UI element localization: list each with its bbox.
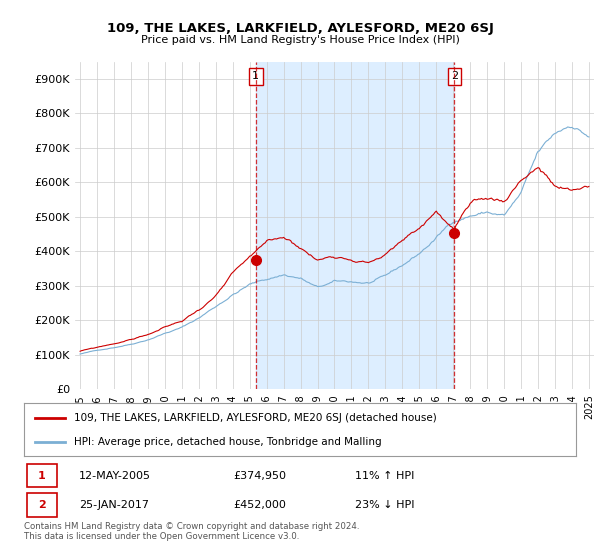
- Text: 11% ↑ HPI: 11% ↑ HPI: [355, 470, 415, 480]
- FancyBboxPatch shape: [27, 493, 57, 517]
- Text: Contains HM Land Registry data © Crown copyright and database right 2024.
This d: Contains HM Land Registry data © Crown c…: [24, 522, 359, 542]
- FancyBboxPatch shape: [27, 464, 57, 487]
- Text: 1: 1: [253, 72, 259, 81]
- Text: 109, THE LAKES, LARKFIELD, AYLESFORD, ME20 6SJ: 109, THE LAKES, LARKFIELD, AYLESFORD, ME…: [107, 22, 493, 35]
- Text: 25-JAN-2017: 25-JAN-2017: [79, 500, 149, 510]
- Text: 109, THE LAKES, LARKFIELD, AYLESFORD, ME20 6SJ (detached house): 109, THE LAKES, LARKFIELD, AYLESFORD, ME…: [74, 413, 436, 423]
- Text: Price paid vs. HM Land Registry's House Price Index (HPI): Price paid vs. HM Land Registry's House …: [140, 35, 460, 45]
- Text: £374,950: £374,950: [234, 470, 287, 480]
- Text: 2: 2: [38, 500, 46, 510]
- Text: 2: 2: [451, 72, 458, 81]
- Text: 23% ↓ HPI: 23% ↓ HPI: [355, 500, 415, 510]
- Text: HPI: Average price, detached house, Tonbridge and Malling: HPI: Average price, detached house, Tonb…: [74, 437, 382, 447]
- Text: 12-MAY-2005: 12-MAY-2005: [79, 470, 151, 480]
- Bar: [256, 62, 454, 389]
- Text: 1: 1: [38, 470, 46, 480]
- Text: £452,000: £452,000: [234, 500, 287, 510]
